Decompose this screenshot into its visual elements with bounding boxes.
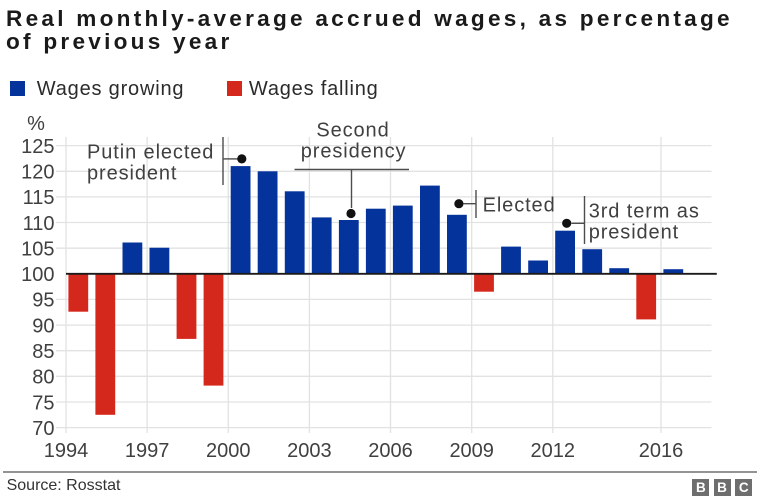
svg-text:presidency: presidency xyxy=(301,140,407,162)
svg-text:115: 115 xyxy=(23,187,55,209)
svg-text:85: 85 xyxy=(32,341,54,363)
svg-text:3rd term as: 3rd term as xyxy=(589,201,700,223)
svg-text:105: 105 xyxy=(21,239,54,261)
svg-text:Elected: Elected xyxy=(483,194,556,216)
svg-text:80: 80 xyxy=(32,367,54,389)
svg-text:1994: 1994 xyxy=(44,440,89,462)
svg-text:75: 75 xyxy=(32,392,54,414)
svg-text:president: president xyxy=(589,222,679,244)
svg-text:90: 90 xyxy=(32,315,54,337)
svg-text:president: president xyxy=(87,163,177,185)
svg-text:2016: 2016 xyxy=(639,440,684,462)
svg-text:70: 70 xyxy=(32,418,54,440)
svg-text:2009: 2009 xyxy=(449,440,494,462)
svg-text:125: 125 xyxy=(21,136,54,158)
svg-text:95: 95 xyxy=(32,290,54,312)
svg-text:100: 100 xyxy=(21,264,54,286)
svg-text:2012: 2012 xyxy=(531,440,576,462)
svg-text:Second: Second xyxy=(316,119,389,141)
svg-text:2006: 2006 xyxy=(368,440,413,462)
svg-text:%: % xyxy=(27,113,45,135)
svg-text:120: 120 xyxy=(21,162,54,184)
svg-text:2003: 2003 xyxy=(287,440,332,462)
svg-text:1997: 1997 xyxy=(125,440,170,462)
svg-text:110: 110 xyxy=(23,213,55,235)
svg-text:Putin elected: Putin elected xyxy=(87,142,214,164)
svg-text:2000: 2000 xyxy=(206,440,251,462)
